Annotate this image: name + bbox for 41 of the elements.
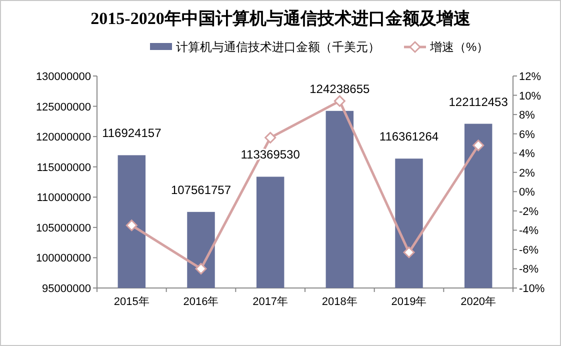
data-label: 107561757: [170, 182, 232, 197]
data-label: 122112453: [448, 94, 508, 109]
y-tick-label: 130000000: [36, 71, 91, 83]
y2-tick-label: 0%: [519, 186, 536, 199]
y2-tick-label: 2%: [519, 167, 536, 180]
y2-tick-label: -8%: [519, 264, 539, 276]
data-label: 113369530: [240, 148, 300, 162]
x-tick-label: 2018年: [322, 296, 358, 308]
point: [195, 262, 207, 274]
y2-tick-label: -10%: [519, 283, 545, 295]
x-tick-label: 2020年: [460, 296, 496, 308]
point: [126, 220, 138, 232]
point: [334, 95, 346, 107]
y-tick-label: 115000000: [36, 162, 91, 174]
x-tick-label: 2019年: [391, 296, 427, 308]
point: [403, 246, 415, 258]
y2-tick-label: 12%: [519, 71, 542, 83]
y-tick-label: 125000000: [36, 101, 91, 114]
data-label: 116361264: [379, 130, 439, 144]
data-label: 124238655: [310, 82, 370, 96]
y2-tick-label: 10%: [519, 90, 542, 102]
y-tick-label: 100000000: [36, 252, 91, 265]
y-tick-label: 105000000: [36, 222, 91, 234]
point: [264, 132, 276, 144]
x-tick-label: 2016年: [183, 296, 219, 308]
y2-tick-label: 4%: [519, 148, 536, 160]
legend-label: 增速（%）: [429, 40, 489, 54]
y-tick-label: 120000000: [36, 132, 91, 144]
chart-title: 2015-2020年中国计算机与通信技术进口金额及增速: [90, 9, 470, 28]
y-tick-label: 110000000: [36, 192, 91, 204]
y2-tick-label: 8%: [519, 110, 536, 122]
y2-tick-label: -6%: [519, 244, 539, 256]
y-tick-label: 95000000: [42, 283, 91, 295]
y2-tick-label: -4%: [519, 225, 539, 238]
y2-tick-label: 6%: [519, 128, 536, 141]
x-tick-label: 2017年: [252, 296, 288, 308]
point: [472, 140, 484, 152]
y2-tick-label: -2%: [519, 206, 539, 218]
x-tick-label: 2015年: [114, 296, 150, 308]
legend-label: 计算机与通信技术进口金额（千美元）: [176, 40, 380, 54]
data-label: 116924157: [102, 126, 162, 140]
